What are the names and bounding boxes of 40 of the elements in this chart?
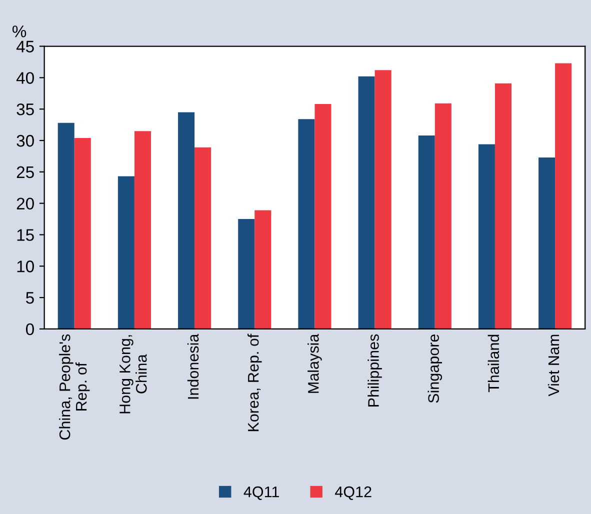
bar bbox=[118, 176, 134, 329]
y-tick-label: 45 bbox=[16, 40, 34, 52]
bar bbox=[314, 104, 332, 329]
y-tick-label: 15 bbox=[17, 229, 34, 241]
y-tick-label: 40 bbox=[16, 72, 34, 84]
bar bbox=[254, 210, 272, 329]
bar bbox=[178, 112, 195, 329]
bar bbox=[418, 135, 435, 329]
legend-label: 4Q11 bbox=[244, 486, 279, 500]
y-tick-label: 35 bbox=[16, 103, 34, 116]
bar bbox=[538, 157, 556, 329]
bar bbox=[298, 119, 315, 329]
y-tick-label: 10 bbox=[17, 260, 34, 272]
bar bbox=[434, 103, 452, 329]
x-tick-label: Korea, Rep. of bbox=[248, 334, 262, 432]
y-axis-title: % bbox=[12, 26, 26, 38]
bar bbox=[74, 138, 91, 329]
x-tick-label: Indonesia bbox=[187, 334, 199, 399]
x-tick-label: Hong Kong, China bbox=[120, 335, 147, 414]
y-tick-label: 20 bbox=[16, 198, 34, 210]
bar bbox=[58, 122, 74, 329]
bar bbox=[478, 144, 495, 329]
x-tick-label: Malaysia bbox=[308, 334, 322, 393]
x-tick-label: Philippines bbox=[368, 334, 382, 406]
bar bbox=[494, 83, 512, 329]
y-tick-label: 30 bbox=[16, 134, 34, 147]
y-tick-label: 0 bbox=[26, 323, 34, 336]
y-tick-label: 5 bbox=[26, 292, 34, 304]
legend-label: 4Q12 bbox=[335, 486, 372, 500]
x-tick-label: Thailand bbox=[488, 334, 500, 392]
bar bbox=[374, 70, 392, 329]
x-tick-label: Singapore bbox=[428, 334, 442, 403]
bar bbox=[194, 147, 212, 329]
bar bbox=[555, 63, 572, 329]
bar bbox=[134, 131, 151, 329]
x-tick-label: China, People's Rep. of bbox=[59, 334, 90, 440]
y-tick-label: 25 bbox=[16, 166, 34, 178]
bar bbox=[238, 219, 255, 329]
x-tick-label: Viet Nam bbox=[548, 334, 560, 396]
bar bbox=[358, 76, 375, 329]
